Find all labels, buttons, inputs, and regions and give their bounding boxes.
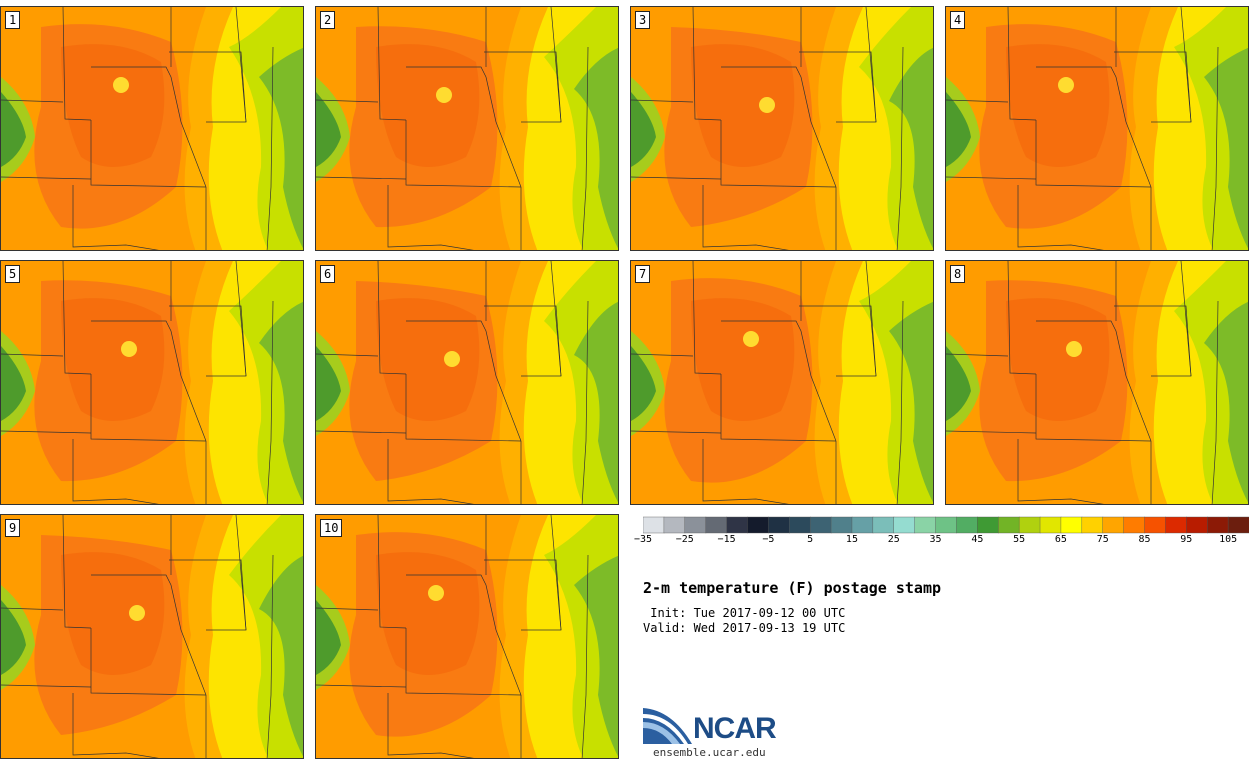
ensemble-member-panel-6: 6 [315, 260, 619, 505]
colorbar-tick-label: 15 [845, 534, 858, 545]
colorbar-tick-label: 65 [1054, 534, 1067, 545]
member-number-label: 6 [320, 265, 336, 283]
colorbar-tick-label: 105 [1219, 534, 1238, 545]
colorbar-swatch [1165, 516, 1187, 534]
colorbar-swatch [851, 516, 874, 534]
colorbar-swatch [1227, 516, 1249, 534]
member-number-label: 3 [635, 11, 651, 29]
colorbar-swatch [956, 516, 978, 534]
colorbar-swatch [1207, 516, 1229, 534]
ensemble-member-panel-7: 7 [630, 260, 934, 505]
colorbar-tick-label: 85 [1138, 534, 1151, 545]
member-number-label: 4 [950, 11, 966, 29]
colorbar-tick-label: 75 [1096, 534, 1109, 545]
colorbar-swatch [830, 516, 853, 534]
colorbar-tick-label: 95 [1180, 534, 1193, 545]
colorbar-swatch [1102, 516, 1125, 534]
colorbar-swatch [768, 516, 790, 534]
colorbar-swatch [809, 516, 832, 534]
colorbar-tick-labels: −35−25−15−55152535455565758595105115 [634, 534, 1249, 548]
colorbar-swatch [1018, 516, 1041, 534]
ensemble-member-panel-1: 1 [0, 6, 304, 251]
member-number-label: 5 [5, 265, 21, 283]
ensemble-member-panel-3: 3 [630, 6, 934, 251]
ncar-logo-text: NCAR [693, 712, 777, 745]
colorbar-tick-label: 25 [887, 534, 900, 545]
ensemble-member-panel-2: 2 [315, 6, 619, 251]
colorbar-tick-label: −35 [633, 534, 653, 545]
member-number-label: 2 [320, 11, 336, 29]
colorbar-tick-label: −15 [717, 534, 736, 545]
colorbar-swatch [872, 516, 895, 534]
member-number-label: 10 [320, 519, 343, 537]
colorbar-tick-label: −5 [762, 534, 775, 545]
chart-title: 2-m temperature (F) postage stamp [643, 579, 942, 597]
member-number-label: 8 [950, 265, 966, 283]
colorbar-tick-label: −25 [675, 534, 694, 545]
colorbar-swatch [1081, 516, 1104, 534]
colorbar-swatch [914, 516, 937, 534]
colorbar-swatch [1060, 516, 1083, 534]
member-number-label: 7 [635, 265, 651, 283]
ensemble-member-panel-5: 5 [0, 260, 304, 505]
ensemble-member-panel-8: 8 [945, 260, 1249, 505]
colorbar-swatch [643, 516, 665, 534]
member-number-label: 1 [5, 11, 21, 29]
colorbar-swatch [705, 516, 728, 534]
colorbar-swatch [1186, 516, 1208, 534]
colorbar-tick-label: 5 [807, 534, 814, 545]
colorbar-tick-label: 55 [1013, 534, 1026, 545]
ncar-logo-icon [643, 708, 692, 744]
ensemble-member-panel-9: 9 [0, 514, 304, 759]
colorbar-swatch [893, 516, 916, 534]
colorbar-tick-label: 45 [971, 534, 984, 545]
temperature-colorbar [643, 516, 1249, 534]
colorbar-swatch [998, 516, 1020, 534]
colorbar-swatch [1123, 516, 1146, 534]
ensemble-member-panel-4: 4 [945, 6, 1249, 251]
colorbar-swatch [977, 516, 999, 534]
colorbar-swatch [726, 516, 748, 534]
colorbar-swatch [1039, 516, 1062, 534]
colorbar-swatch [684, 516, 707, 534]
colorbar-tick-label: 35 [929, 534, 942, 545]
colorbar-swatch [747, 516, 769, 534]
colorbar-swatch [1144, 516, 1166, 534]
ncar-url: ensemble.ucar.edu [653, 746, 766, 759]
colorbar-swatch [789, 516, 811, 534]
colorbar-swatch [935, 516, 957, 534]
valid-time: Valid: Wed 2017-09-13 19 UTC [643, 621, 846, 635]
colorbar-swatch [663, 516, 686, 534]
member-number-label: 9 [5, 519, 21, 537]
init-time: Init: Tue 2017-09-12 00 UTC [643, 606, 846, 620]
ensemble-member-panel-10: 10 [315, 514, 619, 759]
